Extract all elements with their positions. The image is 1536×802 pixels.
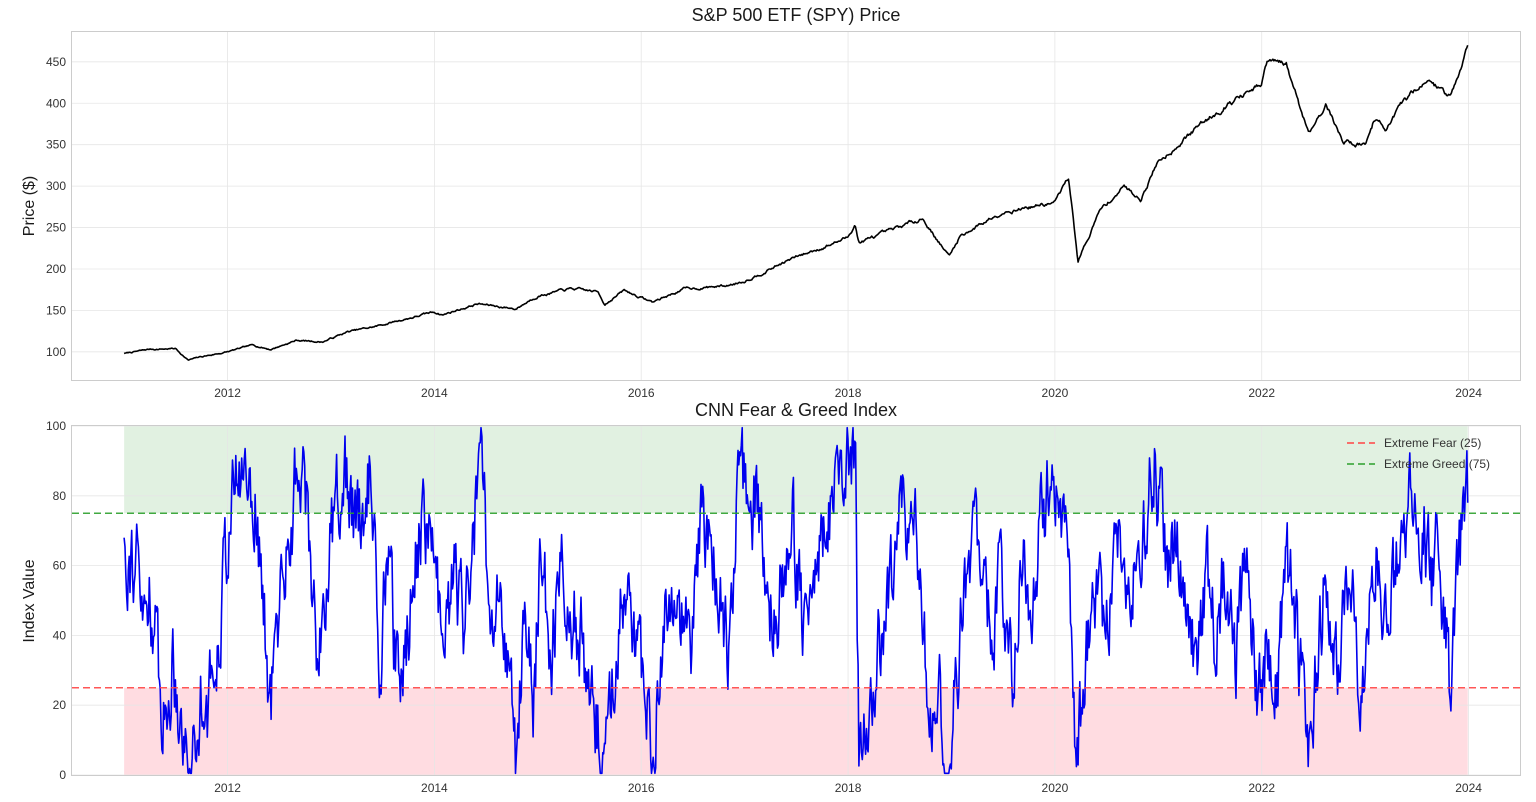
y-tick-label: 150: [46, 303, 66, 317]
extreme-fear-band: [124, 687, 1468, 775]
x-tick-label: 2022: [1248, 386, 1275, 400]
y-tick-label: 350: [46, 138, 66, 152]
plot-area: [72, 426, 1520, 775]
x-tick-label: 2020: [1042, 386, 1069, 400]
y-tick-label: 80: [53, 489, 67, 503]
y-tick-label: 20: [53, 698, 67, 712]
plot-area: [123, 45, 1469, 361]
x-tick-label: 2012: [214, 781, 241, 795]
x-tick-label: 2016: [628, 386, 655, 400]
fear-greed-line: [123, 426, 1469, 775]
chart-title: S&P 500 ETF (SPY) Price: [692, 5, 901, 25]
y-tick-label: 200: [46, 262, 66, 276]
x-tick-label: 2024: [1455, 386, 1482, 400]
spy-price-chart: S&P 500 ETF (SPY) Price Price ($) 2012 20…: [21, 5, 1521, 400]
y-tick-label: 0: [59, 768, 66, 782]
x-tick-label: 2014: [421, 781, 448, 795]
spy-price-line: [123, 45, 1469, 361]
y-axis-label: Price ($): [21, 176, 38, 236]
y-tick-label: 250: [46, 221, 66, 235]
extreme-greed-band: [124, 426, 1468, 514]
y-tick-label: 100: [46, 419, 66, 433]
x-tick-label: 2014: [421, 386, 448, 400]
legend-label: Extreme Greed (75): [1384, 457, 1490, 471]
y-tick-label: 40: [53, 628, 67, 642]
x-tick-label: 2022: [1248, 781, 1275, 795]
grid: [72, 32, 1520, 380]
x-tick-label: 2018: [835, 781, 862, 795]
fear-greed-chart: CNN Fear & Greed Index Index Value 2012 2…: [21, 400, 1521, 795]
y-tick-label: 300: [46, 179, 66, 193]
y-tick-label: 450: [46, 55, 66, 69]
plot-frame: [71, 425, 1521, 776]
x-tick-label: 2024: [1455, 781, 1482, 795]
y-tick-label: 100: [46, 345, 66, 359]
x-tick-label: 2016: [628, 781, 655, 795]
y-tick-label: 400: [46, 96, 66, 110]
y-tick-labels: 100 150 200 250 300 350 400 450: [46, 55, 66, 359]
y-tick-labels: 0 20 40 60 80 100: [46, 419, 66, 782]
legend: Extreme Fear (25) Extreme Greed (75): [1347, 436, 1490, 471]
x-tick-label: 2012: [214, 386, 241, 400]
chart-title: CNN Fear & Greed Index: [695, 400, 897, 420]
legend-label: Extreme Fear (25): [1384, 436, 1481, 450]
y-tick-label: 60: [53, 559, 67, 573]
y-axis-label: Index Value: [21, 559, 38, 642]
x-tick-labels: 2012 2014 2016 2018 2020 2022 2024: [214, 386, 1482, 400]
plot-frame: [71, 31, 1521, 381]
x-tick-label: 2020: [1042, 781, 1069, 795]
x-tick-label: 2018: [835, 386, 862, 400]
x-tick-labels: 2012 2014 2016 2018 2020 2022 2024: [214, 781, 1482, 795]
